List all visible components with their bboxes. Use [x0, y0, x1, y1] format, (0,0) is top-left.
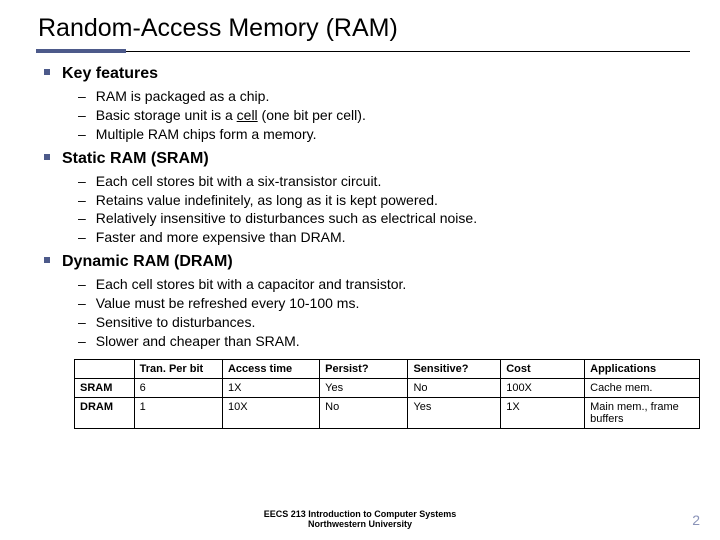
section-dram: Dynamic RAM (DRAM) –Each cell stores bit… — [44, 253, 684, 351]
table-cell: Cache mem. — [585, 378, 700, 397]
table-cell: No — [408, 378, 501, 397]
sub-list: –Each cell stores bit with a capacitor a… — [78, 275, 684, 351]
section-header: Dynamic RAM (DRAM) — [44, 253, 684, 271]
list-item: –Faster and more expensive than DRAM. — [78, 228, 684, 247]
table-header: Persist? — [320, 359, 408, 378]
table-cell: Yes — [320, 378, 408, 397]
table-cell: DRAM — [75, 397, 135, 428]
list-item: –RAM is packaged as a chip. — [78, 87, 684, 106]
list-item: –Slower and cheaper than SRAM. — [78, 332, 684, 351]
list-item: –Value must be refreshed every 10-100 ms… — [78, 294, 684, 313]
section-header: Static RAM (SRAM) — [44, 150, 684, 168]
table-cell: Main mem., frame buffers — [585, 397, 700, 428]
table-header: Tran. Per bit — [134, 359, 222, 378]
list-item: –Relatively insensitive to disturbances … — [78, 209, 684, 228]
table-header: Sensitive? — [408, 359, 501, 378]
table-cell: 6 — [134, 378, 222, 397]
list-item: –Sensitive to disturbances. — [78, 313, 684, 332]
table-cell: 1 — [134, 397, 222, 428]
comparison-table: Tran. Per bit Access time Persist? Sensi… — [74, 359, 700, 429]
table-cell: No — [320, 397, 408, 428]
content-area: Key features –RAM is packaged as a chip.… — [44, 65, 684, 429]
section-header: Key features — [44, 65, 684, 83]
table-header-row: Tran. Per bit Access time Persist? Sensi… — [75, 359, 700, 378]
section-key-features: Key features –RAM is packaged as a chip.… — [44, 65, 684, 144]
section-sram: Static RAM (SRAM) –Each cell stores bit … — [44, 150, 684, 248]
list-item: –Each cell stores bit with a capacitor a… — [78, 275, 684, 294]
table-row: SRAM 6 1X Yes No 100X Cache mem. — [75, 378, 700, 397]
page-number: 2 — [692, 512, 700, 528]
list-item: –Multiple RAM chips form a memory. — [78, 125, 684, 144]
footer-line2: Northwestern University — [0, 520, 720, 530]
table-cell: SRAM — [75, 378, 135, 397]
table-header: Cost — [501, 359, 585, 378]
table-header: Access time — [222, 359, 319, 378]
list-item: –Retains value indefinitely, as long as … — [78, 191, 684, 210]
table-row: DRAM 1 10X No Yes 1X Main mem., frame bu… — [75, 397, 700, 428]
table: Tran. Per bit Access time Persist? Sensi… — [74, 359, 700, 429]
table-header: Applications — [585, 359, 700, 378]
sub-list: –Each cell stores bit with a six-transis… — [78, 172, 684, 248]
list-item: –Each cell stores bit with a six-transis… — [78, 172, 684, 191]
bullet-icon — [44, 257, 50, 263]
table-cell: 10X — [222, 397, 319, 428]
table-cell: 1X — [501, 397, 585, 428]
table-cell: 100X — [501, 378, 585, 397]
table-header — [75, 359, 135, 378]
table-cell: Yes — [408, 397, 501, 428]
section-header-text: Dynamic RAM (DRAM) — [62, 253, 233, 271]
table-cell: 1X — [222, 378, 319, 397]
bullet-icon — [44, 154, 50, 160]
section-header-text: Key features — [62, 65, 158, 83]
list-item: –Basic storage unit is a cell (one bit p… — [78, 106, 684, 125]
title-underline — [36, 49, 690, 53]
sub-list: –RAM is packaged as a chip. –Basic stora… — [78, 87, 684, 144]
footer: EECS 213 Introduction to Computer System… — [0, 510, 720, 530]
bullet-icon — [44, 69, 50, 75]
section-header-text: Static RAM (SRAM) — [62, 150, 209, 168]
slide: Random-Access Memory (RAM) Key features … — [0, 0, 720, 540]
slide-title: Random-Access Memory (RAM) — [38, 14, 684, 43]
